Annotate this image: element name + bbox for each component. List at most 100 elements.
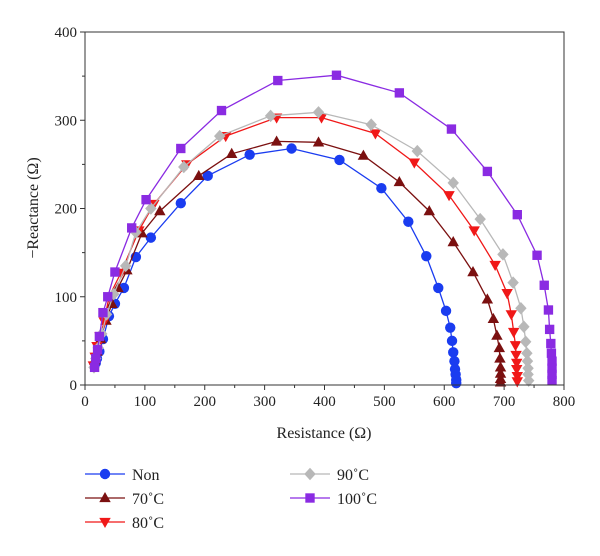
data-point [507, 327, 520, 339]
data-point [175, 198, 186, 209]
data-point [154, 205, 166, 216]
data-point [547, 356, 557, 366]
data-point [510, 358, 523, 369]
data-point [468, 226, 480, 237]
data-point [369, 129, 382, 140]
legend-marker [99, 468, 111, 480]
x-tick-label: 100 [134, 394, 157, 410]
legend-marker [99, 517, 111, 528]
series-1 [88, 135, 507, 387]
data-point [446, 335, 458, 347]
data-point [421, 250, 432, 262]
data-point [91, 353, 101, 364]
series-line [93, 74, 553, 381]
data-point [519, 335, 532, 348]
data-point [494, 352, 506, 363]
legend-item-1: 70˚C [85, 491, 164, 508]
data-point [497, 248, 509, 261]
data-point [445, 322, 456, 333]
data-point [467, 266, 479, 277]
x-tick-label: 700 [493, 394, 516, 410]
series-line [93, 140, 502, 383]
data-point [482, 166, 493, 177]
data-point [489, 260, 501, 271]
data-point [511, 377, 524, 388]
data-point [408, 158, 421, 169]
data-point [509, 341, 522, 352]
data-point [443, 191, 455, 202]
data-point [145, 202, 157, 215]
data-point [494, 361, 507, 372]
data-point [145, 232, 157, 243]
data-point [487, 312, 500, 323]
data-point [510, 350, 522, 361]
legend-label: 70˚C [132, 491, 164, 508]
data-point [505, 310, 518, 321]
data-point [127, 223, 137, 233]
data-point [334, 154, 345, 166]
series-0 [90, 143, 462, 389]
data-point [312, 136, 325, 147]
data-point [547, 363, 557, 373]
data-point [213, 129, 226, 143]
x-tick-label: 800 [553, 394, 576, 410]
data-point [447, 176, 459, 190]
legend-marker [99, 492, 111, 503]
x-axis: 0 100 200 300 400 500 600 700 800 [81, 385, 575, 410]
data-point [547, 369, 557, 380]
data-point [264, 109, 277, 123]
x-tick-label: 500 [373, 394, 396, 410]
data-point [546, 348, 557, 358]
legend-marker [305, 493, 315, 503]
series-2 [87, 113, 524, 388]
data-point [225, 147, 238, 158]
data-point [546, 338, 556, 349]
data-point [451, 378, 462, 389]
data-point [244, 149, 255, 160]
data-point [312, 106, 325, 119]
data-point [98, 307, 108, 318]
data-point [522, 374, 535, 387]
data-point [331, 70, 342, 80]
data-point [423, 205, 436, 216]
x-tick-label: 200 [194, 394, 217, 410]
data-point [286, 143, 297, 154]
y-axis-title: −Reactance (Ω) [25, 157, 42, 258]
data-point [92, 345, 103, 355]
y-tick-label: 300 [55, 113, 78, 129]
data-point [512, 209, 522, 220]
data-point [543, 305, 554, 315]
y-tick-label: 400 [55, 25, 78, 41]
data-point [273, 75, 283, 86]
data-point [521, 346, 533, 360]
data-point [511, 372, 524, 383]
legend-label: Non [132, 467, 160, 484]
legend-label: 80˚C [132, 515, 164, 532]
legend: Non 70˚C 80˚C 90˚C 100˚C [85, 467, 377, 532]
data-point [491, 329, 503, 340]
data-point [515, 301, 527, 315]
data-point [403, 216, 414, 227]
legend-item-4: 100˚C [290, 491, 377, 508]
legend-item-2: 80˚C [85, 515, 164, 532]
data-point [474, 212, 486, 226]
data-point [532, 250, 542, 260]
data-point [141, 194, 151, 205]
x-tick-label: 300 [253, 394, 276, 410]
data-point [547, 375, 557, 386]
data-point [178, 160, 190, 174]
series-layer [87, 70, 557, 389]
data-point [507, 276, 519, 289]
y-axis: 0 100 200 300 400 [55, 25, 85, 394]
data-point [494, 376, 507, 387]
data-point [411, 144, 424, 158]
legend-marker [304, 467, 316, 481]
data-point [365, 118, 377, 131]
data-point [94, 331, 105, 342]
data-point [393, 176, 406, 187]
series-4 [89, 70, 557, 386]
data-point [510, 364, 523, 376]
data-point [357, 149, 370, 160]
plot-area-frame [84, 31, 565, 386]
